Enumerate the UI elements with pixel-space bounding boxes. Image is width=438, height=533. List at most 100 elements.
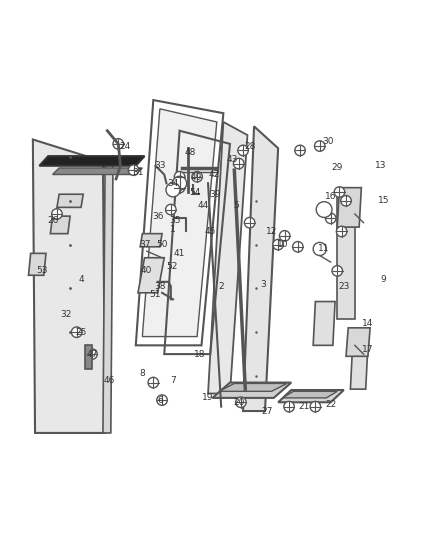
Text: 25: 25 bbox=[75, 328, 87, 337]
Polygon shape bbox=[350, 345, 368, 389]
Circle shape bbox=[316, 201, 332, 217]
Polygon shape bbox=[313, 302, 335, 345]
Circle shape bbox=[313, 243, 326, 255]
Polygon shape bbox=[33, 140, 105, 433]
Text: 20: 20 bbox=[233, 398, 244, 407]
Circle shape bbox=[336, 226, 347, 237]
Circle shape bbox=[87, 349, 97, 359]
Polygon shape bbox=[53, 168, 142, 174]
Circle shape bbox=[310, 401, 321, 412]
Text: 48: 48 bbox=[185, 148, 196, 157]
Circle shape bbox=[332, 265, 343, 276]
Polygon shape bbox=[337, 188, 361, 227]
Text: 29: 29 bbox=[332, 164, 343, 173]
Text: 38: 38 bbox=[154, 282, 166, 290]
Text: 31: 31 bbox=[132, 168, 144, 177]
Text: 18: 18 bbox=[194, 350, 205, 359]
Polygon shape bbox=[85, 345, 92, 369]
Circle shape bbox=[273, 239, 283, 250]
Text: 11: 11 bbox=[318, 245, 330, 254]
Text: 22: 22 bbox=[325, 400, 336, 409]
Text: 43: 43 bbox=[226, 155, 238, 164]
Text: 39: 39 bbox=[209, 190, 220, 199]
Circle shape bbox=[128, 165, 139, 175]
Text: 54: 54 bbox=[189, 188, 201, 197]
Text: 46: 46 bbox=[104, 376, 115, 385]
Text: 13: 13 bbox=[375, 161, 387, 170]
Polygon shape bbox=[140, 233, 162, 247]
Text: 5: 5 bbox=[233, 201, 240, 209]
Polygon shape bbox=[39, 156, 145, 166]
Text: 41: 41 bbox=[174, 249, 185, 258]
Text: 12: 12 bbox=[266, 227, 277, 236]
Circle shape bbox=[244, 217, 255, 228]
Text: 23: 23 bbox=[338, 282, 350, 290]
Polygon shape bbox=[50, 216, 70, 233]
Polygon shape bbox=[219, 383, 287, 391]
Circle shape bbox=[325, 213, 336, 223]
Text: 27: 27 bbox=[261, 407, 273, 416]
Text: 7: 7 bbox=[170, 376, 176, 385]
Polygon shape bbox=[138, 258, 164, 293]
Polygon shape bbox=[283, 391, 337, 398]
Circle shape bbox=[174, 172, 185, 182]
Polygon shape bbox=[212, 383, 291, 398]
Polygon shape bbox=[208, 122, 247, 393]
Polygon shape bbox=[57, 194, 83, 207]
Text: 32: 32 bbox=[60, 310, 71, 319]
Circle shape bbox=[166, 204, 176, 215]
Circle shape bbox=[314, 141, 325, 151]
Text: 26: 26 bbox=[47, 216, 58, 225]
Text: 47: 47 bbox=[86, 350, 98, 359]
Circle shape bbox=[295, 145, 305, 156]
Circle shape bbox=[148, 377, 159, 388]
Text: 19: 19 bbox=[202, 393, 214, 402]
Circle shape bbox=[238, 145, 248, 156]
Circle shape bbox=[192, 172, 202, 182]
Polygon shape bbox=[103, 161, 113, 433]
Text: 44: 44 bbox=[198, 201, 209, 209]
Text: 37: 37 bbox=[139, 240, 150, 249]
Polygon shape bbox=[142, 109, 217, 336]
Text: 35: 35 bbox=[170, 216, 181, 225]
Text: 9: 9 bbox=[380, 275, 386, 284]
Polygon shape bbox=[337, 188, 355, 319]
Text: 1: 1 bbox=[170, 225, 176, 234]
Text: 17: 17 bbox=[362, 345, 374, 354]
Text: 28: 28 bbox=[244, 142, 255, 150]
Circle shape bbox=[113, 139, 124, 149]
Text: 3: 3 bbox=[260, 279, 266, 288]
Text: 34: 34 bbox=[167, 179, 179, 188]
Text: 15: 15 bbox=[378, 196, 389, 205]
Circle shape bbox=[166, 183, 180, 197]
Text: 4: 4 bbox=[78, 275, 84, 284]
Circle shape bbox=[157, 395, 167, 405]
Circle shape bbox=[293, 241, 303, 252]
Text: 51: 51 bbox=[150, 290, 161, 300]
Text: 24: 24 bbox=[119, 142, 131, 150]
Text: 45: 45 bbox=[205, 227, 216, 236]
Text: 2: 2 bbox=[219, 282, 224, 290]
Text: 50: 50 bbox=[156, 240, 168, 249]
Polygon shape bbox=[28, 253, 46, 275]
Text: 40: 40 bbox=[141, 266, 152, 276]
Text: 16: 16 bbox=[325, 192, 336, 201]
Text: 14: 14 bbox=[362, 319, 374, 328]
Text: 10: 10 bbox=[277, 240, 288, 249]
Circle shape bbox=[334, 187, 345, 197]
Circle shape bbox=[233, 158, 244, 169]
Text: 30: 30 bbox=[323, 137, 334, 146]
Text: 6: 6 bbox=[157, 395, 163, 405]
Text: 52: 52 bbox=[166, 262, 178, 271]
Circle shape bbox=[236, 397, 246, 408]
Circle shape bbox=[174, 182, 185, 193]
Circle shape bbox=[341, 196, 351, 206]
Circle shape bbox=[284, 401, 294, 412]
Polygon shape bbox=[278, 390, 344, 402]
Circle shape bbox=[52, 209, 62, 219]
Circle shape bbox=[173, 176, 187, 190]
Text: 36: 36 bbox=[152, 212, 163, 221]
Circle shape bbox=[71, 327, 82, 337]
Text: 8: 8 bbox=[139, 369, 145, 378]
Circle shape bbox=[279, 231, 290, 241]
